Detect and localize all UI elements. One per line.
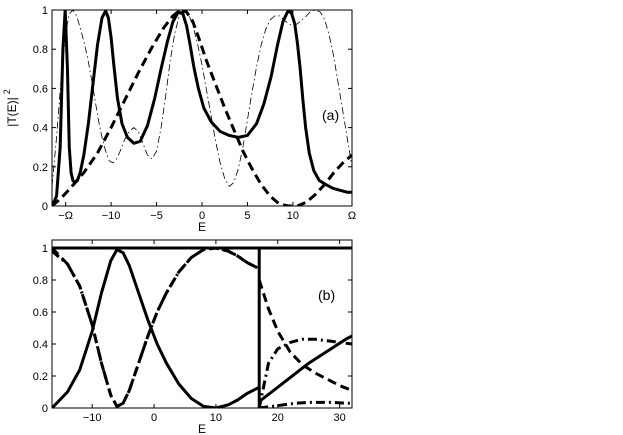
x-tick-label: −Ω	[58, 210, 73, 222]
x-tick-label: −10	[83, 412, 102, 424]
series-line-dash-thick	[52, 10, 352, 206]
series-line-dash-thick	[52, 246, 260, 408]
y-tick-label: 0.2	[33, 162, 48, 174]
y-tick-label: 0.8	[33, 44, 48, 56]
x-tick-label: 10	[210, 412, 222, 424]
x-tick-label: −5	[150, 210, 163, 222]
y-tick-label: 0	[42, 403, 48, 415]
y-tick-label: 0	[42, 201, 48, 213]
y-tick-label: 0.6	[33, 83, 48, 95]
series-line-dashdot-thick	[257, 337, 352, 408]
panel-label: (a)	[322, 107, 339, 123]
series-line-solid-thick	[258, 334, 352, 403]
y-axis-label: |T(E)| 2	[2, 89, 19, 127]
series-line-dashdot-thin	[52, 10, 352, 187]
x-tick-label: Ω	[348, 210, 356, 222]
series-line-solid-thick	[52, 10, 352, 206]
y-axis-label-superscript: 2	[2, 89, 12, 94]
x-axis-label: E	[198, 220, 206, 234]
x-tick-label: 5	[244, 210, 250, 222]
y-tick-label: 1	[42, 243, 48, 255]
series-line-dashdot-thick	[52, 246, 260, 408]
series-group	[52, 246, 352, 408]
y-tick-label: 0.2	[33, 371, 48, 383]
panel-a: −Ω −10 −5 0 5 10 Ω 0 0.2 0.4 0.6 0.8 1 E |T(E)| 2 (a)	[2, 5, 356, 234]
y-tick-label: 0.4	[33, 339, 48, 351]
panel-b: −10 0 10 20 30 0 0.2 0.4 0.6 0.8 1 E (b)	[33, 239, 353, 435]
series-line-solid-thick	[257, 246, 352, 408]
x-tick-label: −10	[102, 210, 121, 222]
y-tick-label: 0.4	[33, 123, 48, 135]
y-tick-label: 1	[42, 5, 48, 17]
y-axis-label-text: |T(E)|	[5, 97, 19, 127]
y-tick-label: 0.6	[33, 307, 48, 319]
x-axis-label: E	[198, 422, 206, 435]
x-tick-label: 0	[199, 210, 205, 222]
x-tick-label: 20	[272, 412, 284, 424]
series-line-dashdot-thick	[259, 400, 352, 408]
series-line-dash-thick	[257, 279, 352, 392]
x-tick-label: 30	[334, 412, 346, 424]
x-tick-label: 10	[287, 210, 299, 222]
series-group	[52, 10, 352, 206]
panel-label: (b)	[318, 287, 335, 303]
plot-frame	[51, 239, 353, 409]
x-tick-label: 0	[151, 412, 157, 424]
y-tick-label: 0.8	[33, 275, 48, 287]
series-line-solid-thick	[52, 248, 260, 408]
